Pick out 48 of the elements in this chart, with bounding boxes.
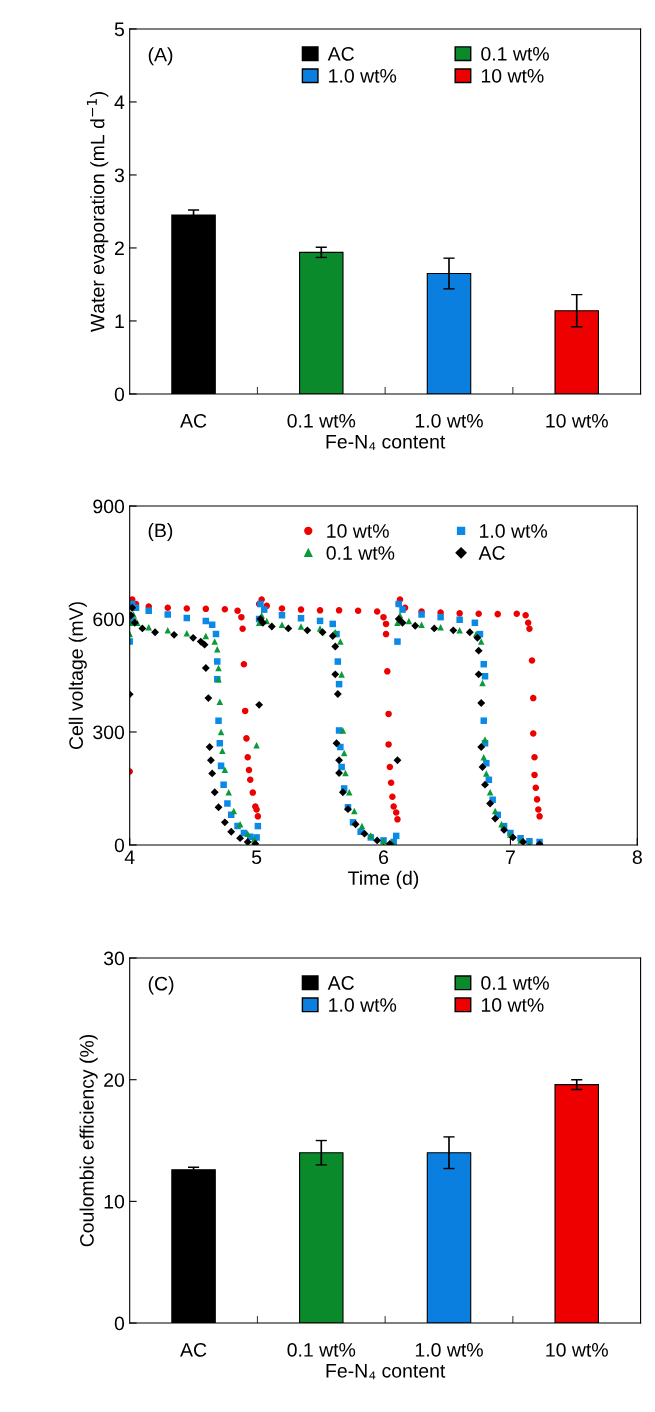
x-tick-label: 10 wt% [546,413,608,428]
legend-label: AC [327,46,354,61]
x-tick-label: 1.0 wt% [415,413,483,428]
y-tick-label: 30 [103,951,125,966]
y-tick-label: 600 [93,612,125,627]
y-tick-label: 3 [114,168,124,183]
y-axis-title: Coulombic efficiency (%) [79,1034,98,1247]
x-tick-label: AC [180,1343,207,1357]
y-tick-label: 0 [114,387,125,402]
y-axis-title: Water evaporation (mL d$^{−1}$) [86,92,109,333]
x-tick-label: 7 [506,850,515,864]
annotation: (C) [148,976,174,995]
y-tick-label: 2 [114,241,124,255]
x-tick-label: 0.1 wt% [287,413,356,428]
y-tick-label: 0 [114,838,125,853]
y-tick-label: 20 [104,1073,125,1087]
y-tick-label: 10 [104,1194,125,1209]
legend-label: 1.0 wt% [329,68,397,83]
x-tick-label: 10 wt% [546,1343,608,1357]
annotation: (B) [148,523,173,542]
x-tick-label: 8 [632,850,642,865]
legend-label: 10 wt% [327,524,389,538]
legend-label: 0.1 wt% [481,46,549,61]
y-tick-label: 4 [114,95,125,109]
legend-label: 10 wt% [481,68,544,83]
x-axis-title: Fe-N₄ content [326,435,446,451]
legend-label: 1.0 wt% [329,998,397,1012]
x-tick-label: 0.1 wt% [287,1343,356,1357]
x-tick-label: AC [180,413,207,428]
x-tick-label: 6 [379,850,389,865]
x-tick-label: 4 [124,850,135,864]
legend-label: 0.1 wt% [481,976,549,990]
x-tick-label: 5 [251,850,262,865]
legend-label: 0.1 wt% [326,546,395,560]
y-tick-label: 900 [93,499,125,514]
annotation: (A) [148,47,173,66]
x-tick-label: 1.0 wt% [415,1343,483,1357]
x-axis-title: Fe-N₄ content [326,1364,446,1380]
y-tick-label: 5 [114,22,125,37]
y-tick-label: 1 [115,314,124,328]
y-tick-label: 300 [93,725,125,740]
x-axis-title: Time (d) [348,870,419,889]
legend-label: AC [478,546,505,560]
y-tick-label: 0 [114,1316,125,1331]
legend-label: AC [327,976,354,990]
legend-label: 10 wt% [481,998,544,1012]
y-axis-title: Cell voltage (mV) [68,602,87,750]
legend-label: 1.0 wt% [480,524,548,538]
